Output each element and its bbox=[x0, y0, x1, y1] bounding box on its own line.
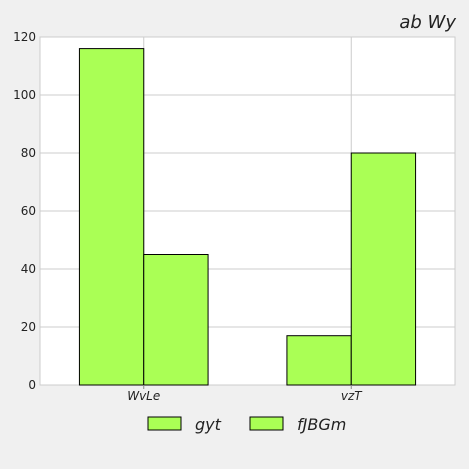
y-tick-label: 20 bbox=[21, 320, 36, 334]
bar-fJBGm-vzT bbox=[350, 152, 417, 386]
legend-label: gyt bbox=[195, 415, 222, 434]
legend-swatch-fJBGm bbox=[249, 416, 284, 431]
y-tick-label: 120 bbox=[13, 30, 36, 44]
legend-swatch-gyt bbox=[147, 416, 182, 431]
y-tick-label: 100 bbox=[13, 88, 36, 102]
chart-title: ab Wy bbox=[399, 12, 456, 33]
y-tick-label: 0 bbox=[28, 378, 36, 392]
y-tick-label: 80 bbox=[21, 146, 36, 160]
y-axis: 0 20 40 60 80 100 120 bbox=[13, 30, 36, 392]
bar-fJBGm-WvLe bbox=[143, 254, 209, 386]
x-tick-label: vzT bbox=[341, 389, 363, 403]
bar-gyt-vzT bbox=[286, 335, 352, 386]
legend-label: fJBGm bbox=[297, 415, 346, 434]
x-tick-label: WvLe bbox=[127, 389, 160, 403]
bar-gyt-WvLe bbox=[78, 48, 145, 386]
y-tick-label: 60 bbox=[21, 204, 36, 218]
bars bbox=[78, 48, 417, 386]
legend: gyt fJBGm bbox=[147, 415, 346, 434]
x-axis: WvLe vzT bbox=[127, 385, 363, 403]
y-tick-label: 40 bbox=[21, 262, 36, 276]
